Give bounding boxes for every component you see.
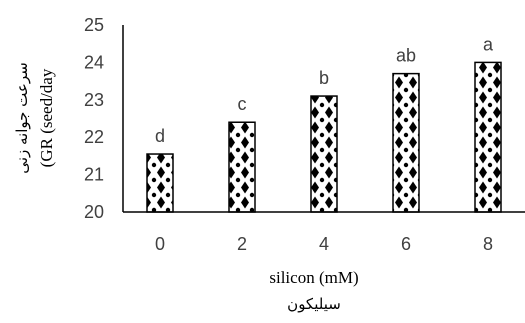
- y-tick-label: 22: [84, 127, 104, 147]
- y-tick-label: 23: [84, 90, 104, 110]
- y-axis-title-persian: سرعت جوانه زنی: [13, 62, 31, 173]
- bar: [228, 121, 256, 213]
- y-tick-label: 25: [84, 15, 104, 35]
- x-tick-label: 8: [483, 234, 493, 254]
- bar-data-label: ab: [396, 46, 416, 66]
- y-tick-label: 24: [84, 52, 104, 72]
- x-tick-label: 0: [155, 234, 165, 254]
- y-tick-label: 21: [84, 165, 104, 185]
- x-axis-title-persian: سیلیکون: [287, 295, 341, 313]
- y-tick-label: 20: [84, 202, 104, 222]
- x-tick-label: 4: [319, 234, 329, 254]
- bar-data-label: d: [155, 126, 165, 146]
- bar-data-label: a: [483, 34, 494, 54]
- x-axis-title: silicon (mM): [269, 268, 358, 287]
- y-axis-title: (GR (seed/day: [37, 68, 56, 167]
- bar: [474, 61, 502, 213]
- y-axis-ticks-group: 20 21 22 23 24 25: [84, 15, 104, 222]
- bars-group: [146, 61, 502, 213]
- x-tick-label: 6: [401, 234, 411, 254]
- bar: [310, 95, 338, 213]
- x-tick-label: 2: [237, 234, 247, 254]
- x-axis-ticks-group: 0 2 4 6 8: [155, 234, 493, 254]
- bar: [146, 153, 174, 213]
- data-labels-group: d c b ab a: [155, 34, 494, 146]
- bar-data-label: b: [319, 68, 329, 88]
- bar-data-label: c: [238, 94, 247, 114]
- bar: [392, 72, 420, 213]
